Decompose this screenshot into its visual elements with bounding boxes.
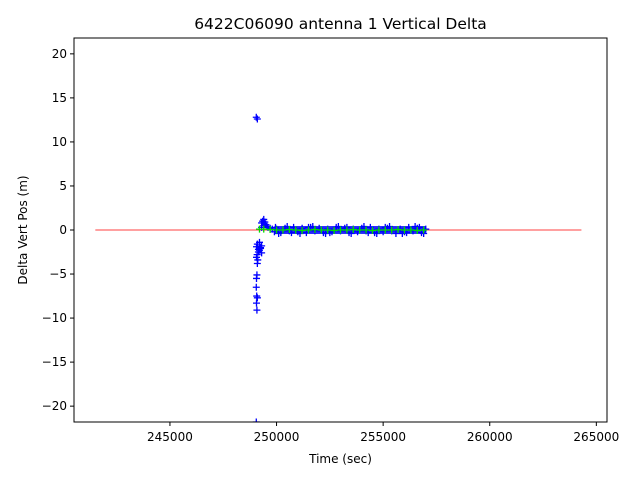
data-point	[381, 226, 389, 234]
data-point	[349, 226, 357, 234]
series-0	[252, 113, 430, 422]
data-point	[253, 292, 261, 300]
data-point	[343, 226, 351, 234]
data-point	[305, 226, 313, 234]
y-tick-label: −15	[42, 355, 67, 369]
data-point	[375, 226, 383, 234]
data-point	[260, 225, 268, 233]
y-tick-label: −20	[42, 399, 67, 413]
data-point	[356, 226, 364, 234]
y-tick-label: 15	[52, 91, 67, 105]
series-1	[255, 225, 428, 234]
x-tick-label: 245000	[147, 430, 193, 444]
data-point	[362, 226, 370, 234]
data-point	[273, 226, 281, 234]
data-point	[254, 245, 262, 253]
data-point	[337, 226, 344, 234]
x-tick-label: 250000	[254, 430, 300, 444]
data-point	[298, 226, 306, 234]
data-point	[279, 226, 287, 234]
data-point	[388, 226, 396, 234]
y-tick-label: −5	[49, 267, 67, 281]
data-point	[253, 271, 261, 279]
data-point	[252, 113, 260, 121]
data-point	[324, 226, 332, 234]
x-tick-label: 255000	[360, 430, 406, 444]
y-axis-label: Delta Vert Pos (m)	[16, 175, 30, 284]
data-point	[292, 226, 300, 234]
x-axis: 245000 250000 255000 260000 265000	[147, 422, 619, 444]
data-point	[253, 306, 261, 314]
data-point	[330, 226, 338, 234]
data-point	[252, 418, 260, 422]
data-point	[266, 226, 274, 234]
data-point	[407, 226, 415, 234]
data-point	[285, 226, 293, 234]
data-point	[252, 299, 260, 307]
data-point	[413, 226, 421, 234]
y-tick-label: 20	[52, 47, 67, 61]
data-point	[317, 226, 325, 234]
y-axis: −20 −15 −10 −5 0 5 10 15 20	[42, 47, 74, 413]
x-tick-label: 265000	[573, 430, 619, 444]
y-tick-label: 0	[59, 223, 67, 237]
data-point	[252, 283, 260, 291]
y-tick-label: 10	[52, 135, 67, 149]
data-point	[311, 226, 319, 234]
data-point	[368, 226, 376, 234]
data-point	[258, 249, 266, 257]
data-point	[420, 226, 428, 234]
data-point	[255, 238, 263, 246]
data-point	[400, 226, 408, 234]
data-point	[394, 226, 402, 234]
y-tick-label: 5	[59, 179, 67, 193]
x-axis-label: Time (sec)	[308, 452, 372, 466]
plot-area	[95, 113, 582, 422]
chart-title: 6422C06090 antenna 1 Vertical Delta	[194, 15, 487, 33]
y-tick-label: −10	[42, 311, 67, 325]
x-tick-label: 260000	[467, 430, 513, 444]
data-point	[253, 115, 261, 123]
